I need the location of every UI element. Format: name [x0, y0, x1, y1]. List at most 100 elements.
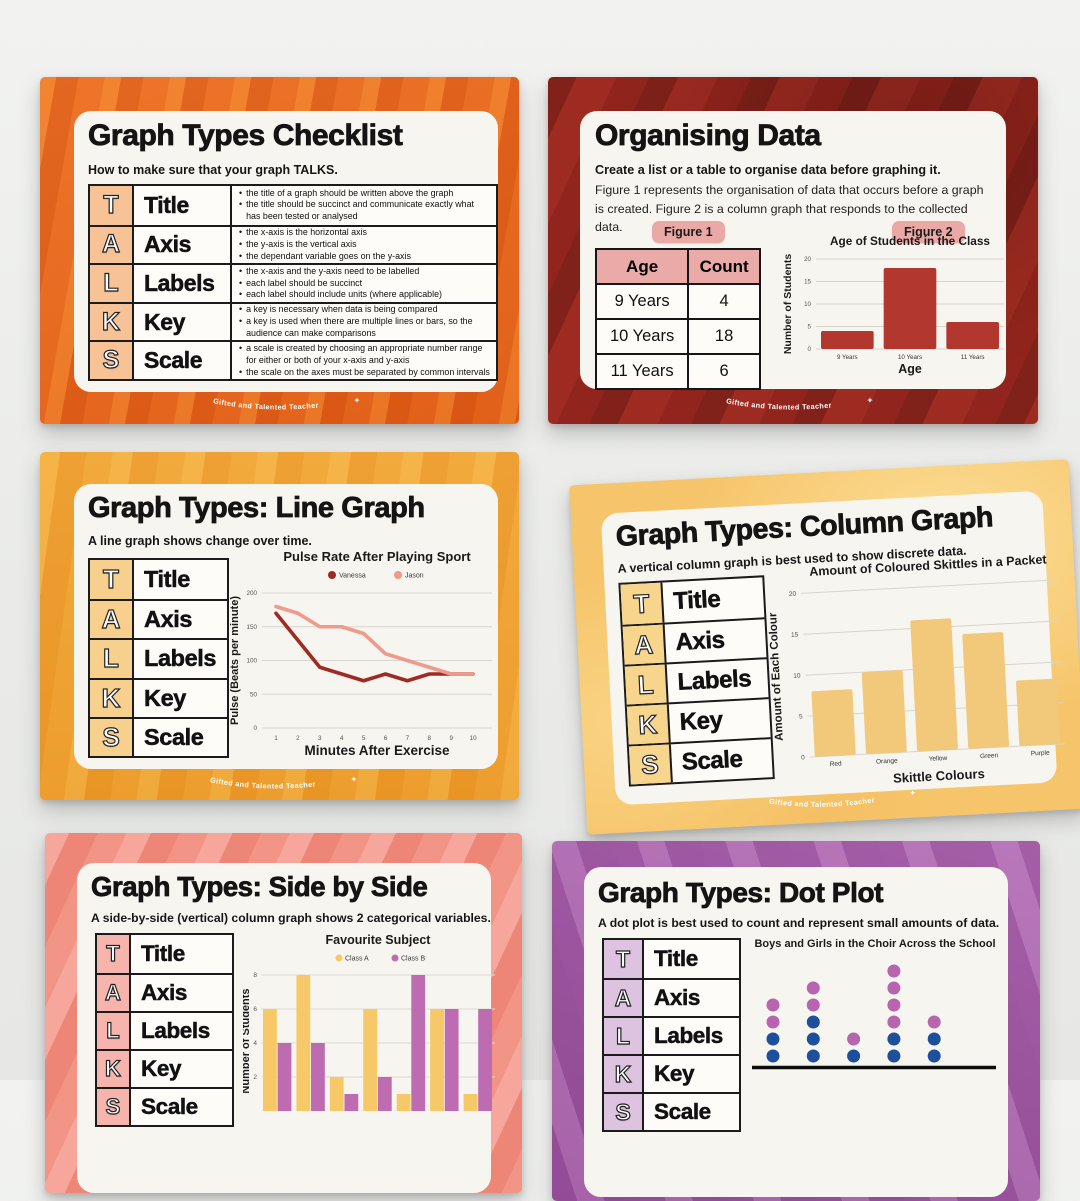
table-row: 11 Years 6 [594, 353, 761, 390]
x-tick-label: Red [830, 760, 843, 768]
talks-row: A Axis [90, 599, 227, 639]
x-tick-label: 7 [406, 735, 410, 742]
talks-label: Title [672, 585, 721, 616]
dot-blue-col3 [847, 1049, 861, 1063]
bar-10 Years [883, 268, 937, 349]
talks-letter: S [90, 342, 134, 379]
checklist-bullet: the y-axis is the vertical axis [236, 239, 490, 251]
talks-label: Scale [681, 745, 744, 776]
card-organising-data: Organising Data Create a list or a table… [548, 77, 1038, 424]
bar-9 Years [821, 331, 874, 349]
talks-letter: A [622, 624, 667, 665]
talks-label: Scale [134, 342, 232, 379]
bar-Class A-cat7 [463, 1094, 478, 1111]
bar-Green [962, 632, 1010, 749]
dot-purple-col1 [766, 1015, 780, 1029]
page-title: Graph Types Checklist [88, 119, 404, 153]
y-axis-label: Pulse (Beats per minute) [229, 596, 241, 725]
page-title: Graph Types: Side by Side [91, 871, 429, 903]
y-tick-label: 2 [253, 1074, 257, 1081]
brand-text: Gifted and Talented Teacher [768, 791, 875, 812]
y-tick-label: 20 [789, 591, 797, 598]
talks-row: SScalea scale is created by choosing an … [90, 340, 496, 379]
talks-row: A Axis [604, 978, 739, 1016]
page-title: Graph Types: Line Graph [88, 492, 426, 525]
talks-description: the title of a graph should be written a… [232, 186, 496, 225]
talks-letter: L [97, 1013, 131, 1049]
bar-Class A-cat5 [396, 1094, 411, 1111]
x-tick-label: 5 [362, 735, 366, 742]
bar-chart-age-of-students: Age of Students in the Class 0 5 10 15 20 Numb… [782, 233, 1010, 390]
chart-title: Pulse Rate After Playing Sport [283, 549, 471, 564]
bar-Class A-cat1 [263, 1009, 277, 1111]
y-tick-label: 150 [246, 624, 257, 631]
bar-Class A-cat6 [430, 1009, 444, 1111]
talks-letter: S [604, 1094, 644, 1130]
talks-row: S Scale [90, 716, 227, 756]
talks-letter: A [90, 601, 134, 639]
talks-letter: L [90, 640, 134, 678]
talks-label: Scale [654, 1099, 712, 1125]
bar-Class B-cat5 [411, 975, 426, 1111]
talks-row: T Title [90, 560, 227, 600]
dot-blue-col2 [806, 1015, 820, 1029]
x-axis-label: Minutes After Exercise [304, 743, 450, 758]
card-graph-types-checklist: Graph Types Checklist How to make sure t… [40, 77, 519, 424]
svg-text:Gifted and Talented Teacher: Gifted and Talented Teacher [725, 396, 832, 411]
x-axis-label: Skittle Colours [893, 766, 985, 786]
checklist-bullet: a key is used when there are multiple li… [236, 316, 490, 340]
dot-blue-col4 [887, 1049, 901, 1063]
legend-dot-Class A [335, 954, 343, 962]
dot-purple-col1 [766, 998, 780, 1012]
talks-description: the x-axis and the y-axis need to be lab… [232, 265, 496, 302]
talks-row: K Key [626, 697, 771, 745]
x-axis-label: Age [898, 362, 922, 376]
talks-row: AAxisthe x-axis is the horizontal axisth… [90, 224, 496, 264]
talks-letter: T [90, 186, 134, 225]
age-count-table: Age Count 9 Years 4 10 Years 18 11 Years 6 [594, 248, 761, 390]
talks-label: Labels [654, 1023, 724, 1049]
talks-row: A Axis [622, 617, 767, 665]
card-subtitle: A dot plot is best used to count and rep… [598, 916, 1000, 930]
y-tick-label: 8 [253, 972, 257, 979]
brand-logo: Gifted and Talented Teacher ✦ [751, 785, 922, 825]
talks-letter: L [604, 1018, 644, 1054]
table-cell: 11 Years [594, 353, 690, 390]
bar-Class A-cat3 [329, 1077, 344, 1111]
column-header: Count [687, 248, 761, 285]
talks-letter: K [97, 1051, 131, 1087]
y-tick-label: 10 [804, 301, 811, 308]
brand-text: Gifted and Talented Teacher [725, 396, 831, 411]
talks-row: K Key [97, 1049, 232, 1087]
talks-label: Key [141, 1056, 182, 1082]
brand-logo-arc: Gifted and Talented Teacher ✦ [725, 396, 873, 412]
talks-label: Key [134, 303, 232, 341]
svg-text:Gifted and Talented Teacher: Gifted and Talented Teacher [768, 791, 875, 812]
checklist-bullet: the x-axis is the horizontal axis [236, 227, 490, 239]
legend-label: Class B [401, 956, 425, 963]
y-tick-label: 5 [808, 324, 812, 331]
talks-row: S Scale [97, 1087, 232, 1125]
y-tick-label: 200 [246, 590, 257, 597]
x-tick-label: 9 Years [837, 354, 858, 361]
talks-row: L Labels [97, 1011, 232, 1049]
talks-row: L Labels [604, 1016, 739, 1054]
bar-chart-skittles-svg: Amount of Coloured Skittles in a Packet0… [767, 552, 1066, 786]
legend-label: Vanessa [339, 573, 366, 580]
talks-letter: T [604, 940, 644, 978]
bar-Class B-cat4 [377, 1077, 392, 1111]
bar-chart-age-of-students-svg: Age of Students in the Class 0 5 10 15 20 Numb… [782, 234, 1004, 376]
talks-label: Axis [134, 226, 232, 264]
table-cell: 4 [687, 283, 761, 320]
card-subtitle: A side-by-side (vertical) column graph s… [91, 911, 491, 925]
talks-label: Labels [134, 265, 232, 302]
talks-label: Axis [141, 980, 188, 1006]
legend-dot-Jason [394, 571, 402, 579]
y-tick-label: 15 [804, 279, 811, 286]
talks-description: a scale is created by choosing an approp… [232, 342, 496, 379]
talks-row: L Labels [90, 638, 227, 678]
x-tick-label: 8 [428, 735, 432, 742]
brand-logo-arc: Gifted and Talented Teacher ✦ [768, 789, 916, 812]
y-tick-label: 20 [804, 256, 811, 263]
